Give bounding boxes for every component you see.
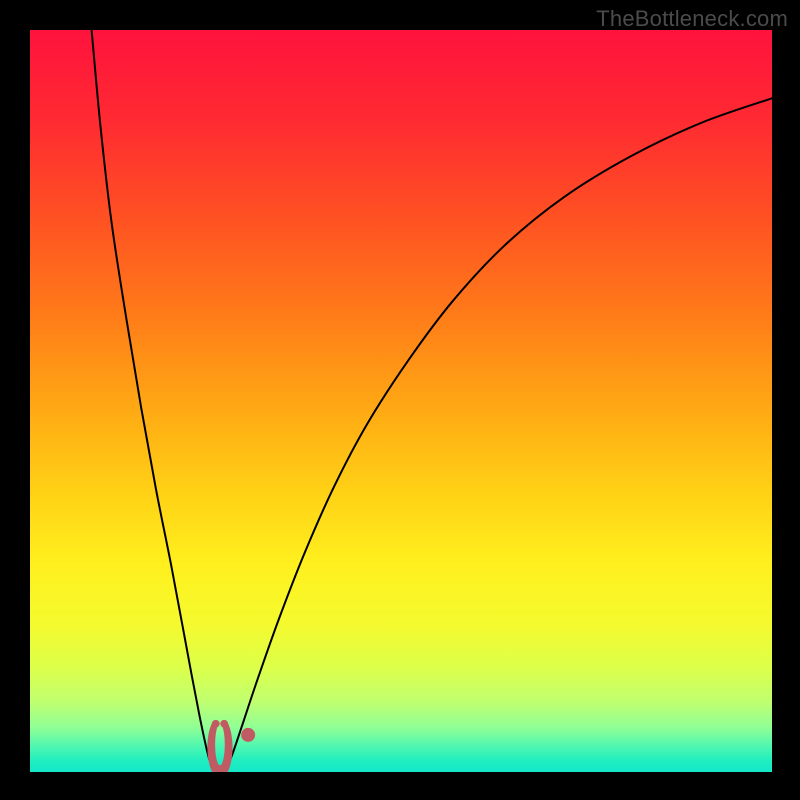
- valley-u-cap-left: [212, 720, 220, 728]
- valley-u-cap-right: [220, 720, 228, 728]
- bottleneck-chart: [30, 30, 772, 772]
- chart-frame: TheBottleneck.com: [0, 0, 800, 800]
- watermark-text: TheBottleneck.com: [596, 6, 788, 32]
- valley-dot-marker: [241, 728, 255, 742]
